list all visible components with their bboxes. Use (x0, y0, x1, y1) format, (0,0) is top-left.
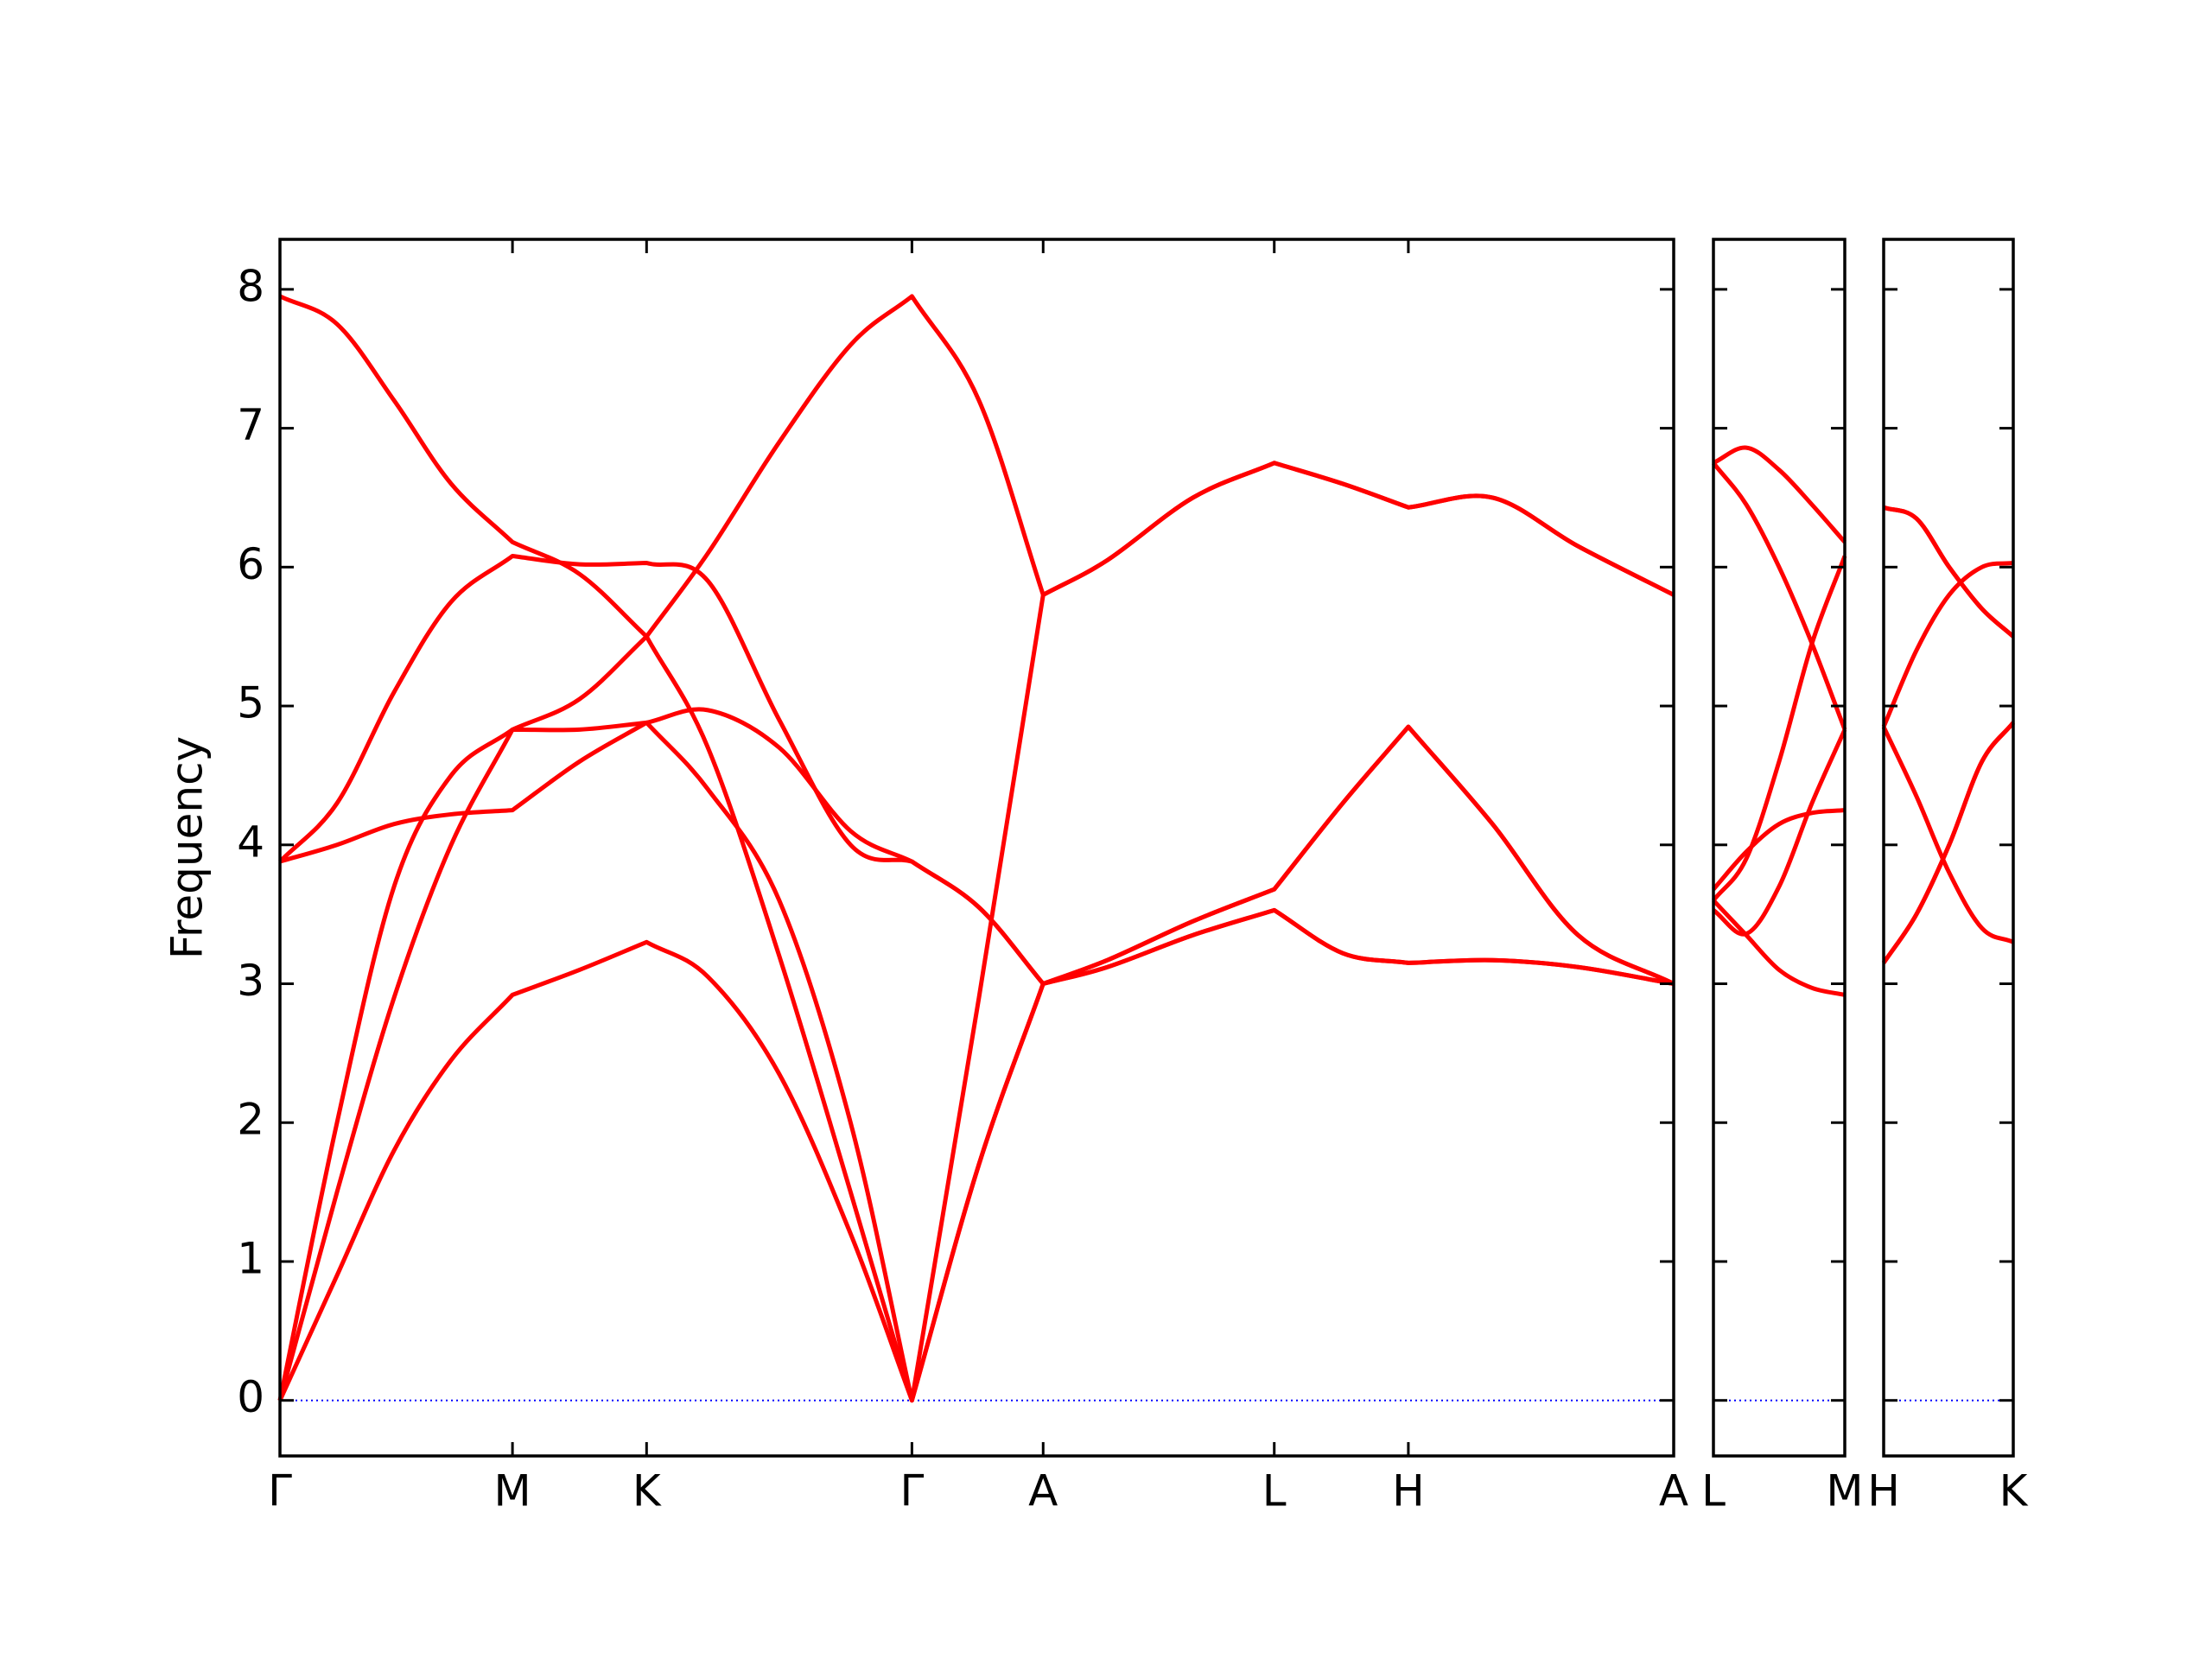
y-axis-label: Frequency (162, 736, 213, 959)
band-line (278, 553, 1675, 987)
plot-frame (1712, 238, 1847, 1458)
band-line (1712, 461, 1847, 731)
y-tick-label: 4 (237, 817, 264, 867)
x-tick-label: M (494, 1466, 531, 1516)
y-tick-label: 5 (237, 678, 264, 728)
x-tick-label: K (632, 1466, 662, 1516)
x-tick-label: Γ (899, 1466, 924, 1516)
plot-frame (278, 238, 1675, 1458)
band-line (1712, 899, 1846, 997)
x-tick-label: K (1999, 1466, 2029, 1516)
band-line (1881, 561, 2014, 728)
band-line (1712, 445, 1847, 544)
band-line (277, 907, 1675, 1403)
x-tick-label: L (1262, 1466, 1287, 1516)
band-line (277, 461, 1675, 1403)
x-tick-label: Γ (268, 1466, 292, 1516)
y-tick-label: 6 (237, 539, 264, 589)
band-line (1883, 505, 2015, 639)
band-line (1881, 721, 2015, 964)
y-tick-label: 8 (237, 261, 264, 311)
x-tick-label: H (1867, 1466, 1900, 1516)
band-line (279, 707, 1675, 987)
y-tick-label: 7 (237, 400, 264, 450)
x-tick-label: H (1392, 1466, 1425, 1516)
band-line (277, 294, 1675, 1402)
band-line (1883, 505, 2015, 639)
x-tick-label: L (1701, 1466, 1726, 1516)
x-tick-label: A (1659, 1466, 1688, 1516)
y-tick-label: 3 (237, 956, 264, 1006)
band-line (1712, 555, 1847, 902)
x-tick-label: M (1826, 1466, 1863, 1516)
x-tick-label: A (1028, 1466, 1058, 1516)
band-line (1881, 726, 2015, 944)
band-line (1712, 808, 1846, 891)
band-line (278, 294, 1675, 1403)
band-line (1712, 728, 1847, 937)
plot-frame (1882, 238, 2015, 1458)
y-tick-label: 0 (237, 1372, 264, 1422)
y-tick-label: 2 (237, 1095, 264, 1145)
y-tick-label: 1 (237, 1233, 264, 1283)
